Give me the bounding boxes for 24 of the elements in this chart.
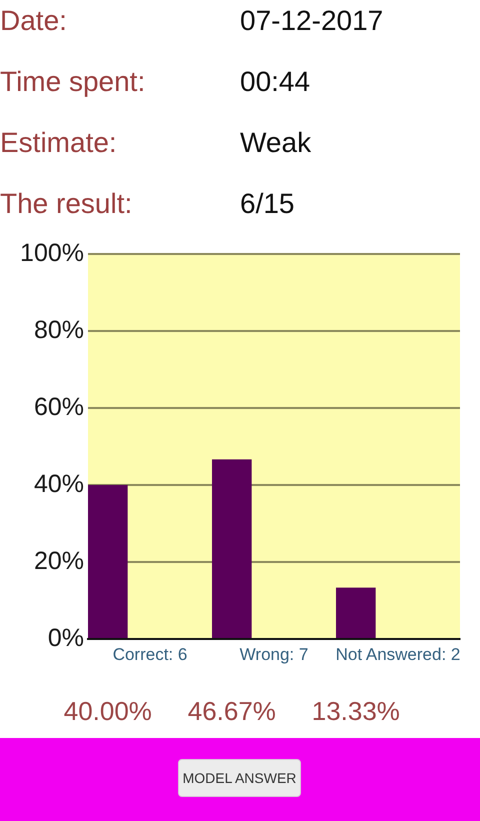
text: The result:: [0, 188, 132, 219]
text: Estimate:: [0, 127, 117, 158]
bar: [88, 485, 128, 638]
y-tick-label: 40%: [34, 470, 84, 498]
button[interactable]: MODEL ANSWER: [178, 759, 301, 797]
bar: [336, 588, 376, 638]
data-label: 13.33%: [312, 696, 400, 726]
text: Weak: [240, 127, 312, 158]
text: 00:44: [240, 66, 310, 97]
text: Time spent:: [0, 66, 146, 97]
y-tick-label: 0%: [48, 624, 84, 652]
y-tick-label: 100%: [20, 238, 84, 267]
data-label: 46.67%: [188, 696, 276, 726]
x-tick-label: Wrong: 7: [240, 644, 308, 664]
y-tick-label: 80%: [34, 316, 84, 344]
text: Date:: [0, 5, 67, 36]
text: 6/15: [240, 188, 294, 219]
y-tick-label: 20%: [34, 546, 84, 575]
data-label: 40.00%: [64, 696, 152, 726]
bar: [212, 459, 252, 638]
x-tick-label: Not Answered: 2: [336, 644, 460, 664]
x-tick-label: Correct: 6: [112, 644, 188, 664]
text: 07-12-2017: [240, 5, 384, 36]
y-tick-label: 60%: [34, 392, 84, 421]
